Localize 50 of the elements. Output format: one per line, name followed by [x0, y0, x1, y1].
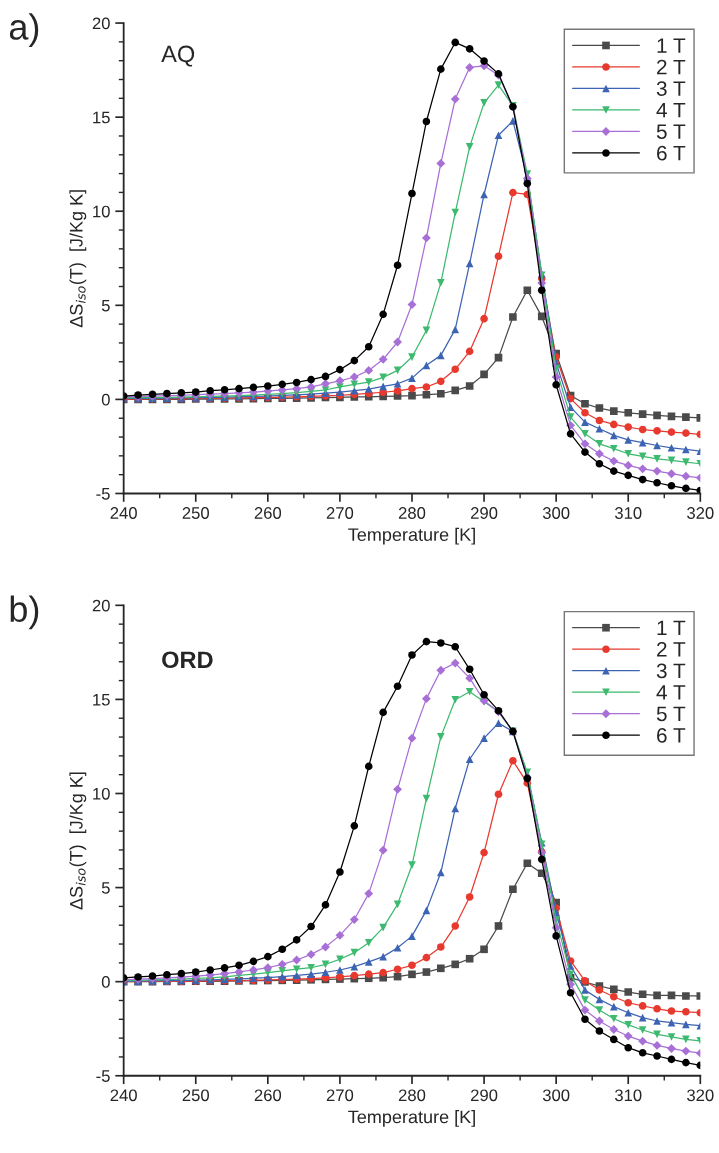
x-tick-label: 310: [614, 1089, 642, 1102]
legend-label: 2 T: [657, 59, 686, 75]
chart-title: a): [9, 13, 39, 47]
y-tick-label: 0: [101, 393, 110, 406]
x-tick-label: 320: [687, 507, 714, 519]
x-tick-label: 270: [326, 507, 354, 519]
x-tick-label: 280: [398, 1089, 426, 1102]
legend-label: 5 T: [656, 706, 686, 722]
y-tick-label: 0: [101, 976, 110, 988]
y-tick-label: 10: [93, 205, 110, 218]
y-tick-label: 5: [101, 882, 110, 894]
x-tick-label: 300: [542, 1089, 570, 1102]
legend-label: 4 T: [656, 102, 686, 118]
x-tick-label: 260: [254, 507, 282, 519]
legend-label: 3 T: [656, 81, 686, 96]
y-tick-label: -5: [96, 1070, 110, 1082]
x-axis-title: Temperature [K]: [348, 1110, 475, 1127]
x-tick-label: 250: [182, 507, 209, 519]
x-tick-label: 240: [110, 1089, 137, 1102]
y-tick-label: 20: [92, 599, 110, 612]
legend-label: 2 T: [657, 641, 686, 657]
legend-label: 5 T: [656, 124, 686, 139]
annotation: ORD: [162, 651, 213, 669]
legend-label: 6 T: [657, 145, 686, 161]
chart-title: b): [10, 595, 39, 630]
x-tick-label: 300: [542, 507, 570, 519]
x-tick-label: 290: [471, 507, 498, 519]
x-tick-label: 250: [182, 1089, 209, 1102]
x-tick-label: 240: [110, 507, 137, 519]
x-tick-label: 280: [398, 507, 426, 519]
y-tick-label: 10: [93, 787, 110, 800]
y-axis-title: ΔS$_{iso}$(T) [J/Kg K]: [69, 190, 87, 328]
y-tick-label: 20: [92, 17, 110, 30]
legend-label: 4 T: [656, 685, 686, 700]
x-tick-label: 320: [687, 1089, 714, 1102]
legend-label: 3 T: [656, 663, 686, 679]
x-axis-title: Temperature [K]: [348, 527, 475, 545]
x-tick-label: 260: [254, 1089, 282, 1102]
legend-label: 6 T: [657, 727, 686, 743]
y-tick-label: 15: [93, 693, 110, 706]
annotation: AQ: [161, 45, 195, 67]
legend-label: 1 T: [657, 620, 686, 636]
y-tick-label: 5: [101, 299, 110, 312]
y-tick-label: 15: [93, 111, 110, 124]
legend-label: 1 T: [657, 38, 686, 53]
x-tick-label: 270: [326, 1089, 354, 1102]
x-tick-label: 310: [614, 507, 642, 519]
y-tick-label: -5: [96, 488, 110, 500]
x-tick-label: 290: [471, 1089, 498, 1102]
y-axis-title: ΔS$_{iso}$(T) [J/Kg K]: [69, 772, 87, 910]
